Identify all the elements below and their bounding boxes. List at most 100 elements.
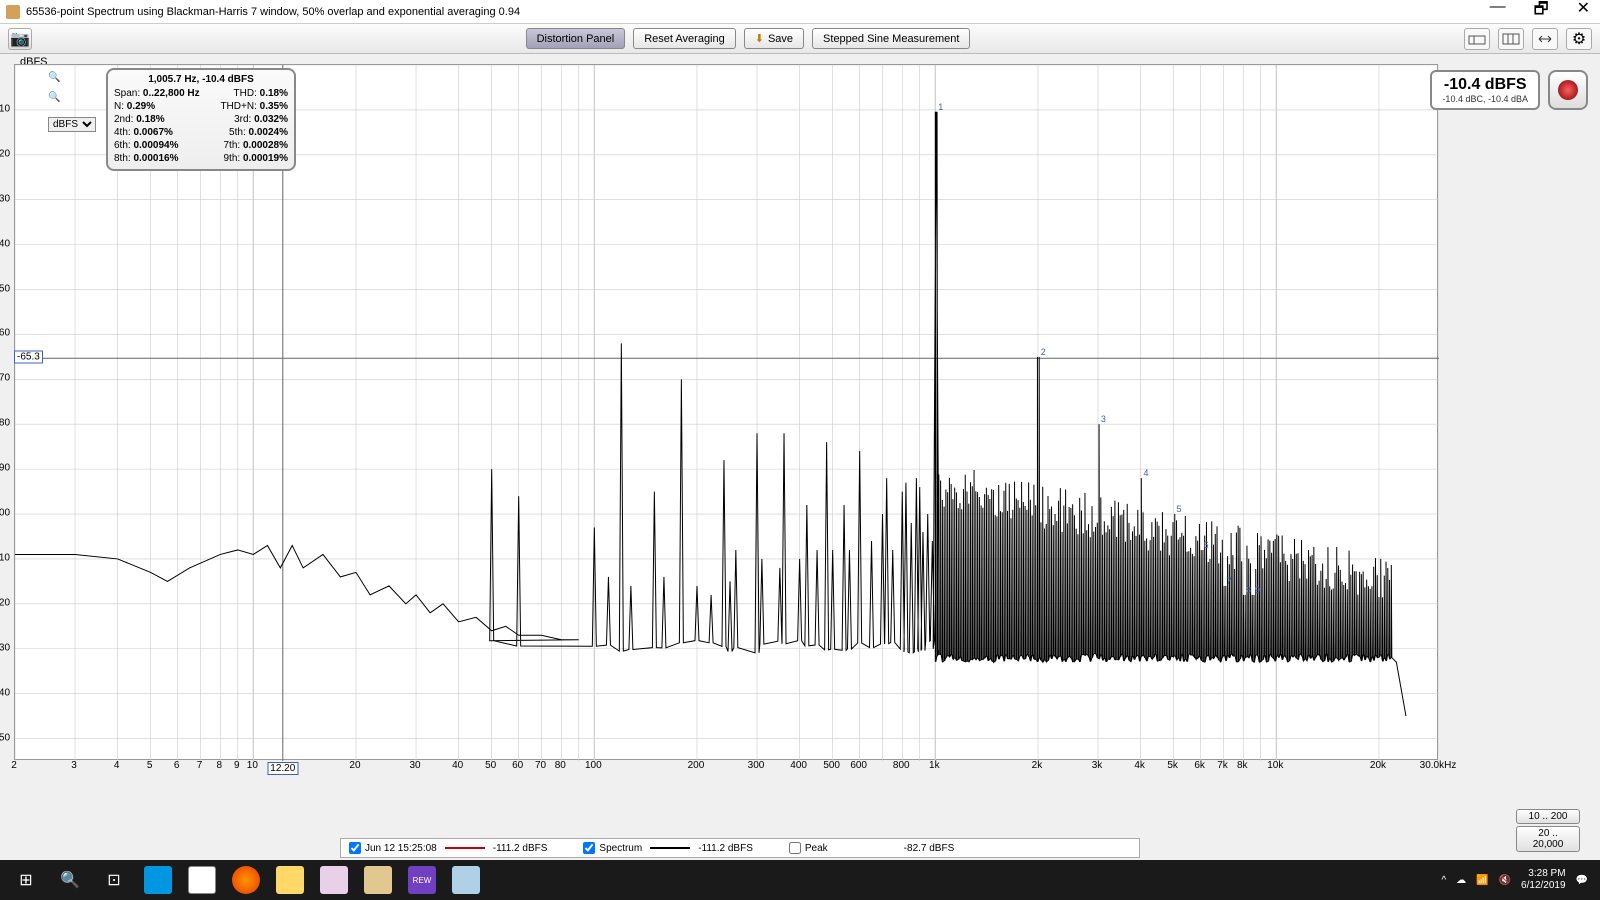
y-tick: -150	[0, 732, 10, 743]
firefox-icon[interactable]	[224, 860, 268, 900]
harmonic-label-1: 1	[938, 102, 943, 112]
y-tick: -30	[0, 193, 10, 204]
x-tick: 40	[452, 760, 463, 771]
x-tick: 6	[174, 760, 180, 771]
tray-up-icon[interactable]: ^	[1441, 875, 1446, 886]
y-tick: -110	[0, 552, 10, 563]
x-tick: 10k	[1267, 760, 1283, 771]
x-tick: 50	[485, 760, 496, 771]
layout-icon-1[interactable]	[1464, 28, 1490, 50]
y-tick: -120	[0, 597, 10, 608]
x-tick: 600	[850, 760, 867, 771]
window-title: 65536-point Spectrum using Blackman-Harr…	[26, 6, 520, 18]
settings-icon[interactable]: ⚙	[1566, 28, 1592, 50]
zoom-tools: 🔍 🔍	[48, 72, 64, 108]
range-20-20000-button[interactable]: 20 .. 20,000	[1516, 826, 1580, 852]
save-icon: ⬇	[755, 32, 764, 45]
maximize-button[interactable]: 🗗	[1530, 0, 1553, 25]
taskview-button[interactable]: ⊡	[92, 860, 136, 900]
legend-spectrum-line	[650, 847, 690, 849]
legend-trace1-label: Jun 12 15:25:08	[365, 843, 437, 854]
camera-icon: 📷	[10, 29, 30, 49]
y-tick: -40	[0, 238, 10, 249]
x-tick: 7k	[1217, 760, 1228, 771]
info-header: 1,005.7 Hz, -10.4 dBFS	[114, 74, 288, 87]
reset-averaging-button[interactable]: Reset Averaging	[633, 28, 736, 49]
unit-selector[interactable]: dBFS	[48, 114, 96, 132]
x-tick: 8	[217, 760, 223, 771]
harmonic-label-6: 6	[1203, 540, 1208, 550]
y-tick: -10	[0, 103, 10, 114]
y-tick: -100	[0, 508, 10, 519]
minimize-button[interactable]: —	[1486, 0, 1510, 25]
store-icon[interactable]	[180, 860, 224, 900]
tray-volume-icon[interactable]: 🔇	[1499, 875, 1511, 886]
search-button[interactable]: 🔍	[48, 860, 92, 900]
y-tick: -80	[0, 418, 10, 429]
x-tick: 2k	[1032, 760, 1043, 771]
y-tick: -70	[0, 373, 10, 384]
harmonic-label-2: 2	[1041, 347, 1046, 357]
distortion-panel-button[interactable]: Distortion Panel	[526, 28, 626, 49]
app1-icon[interactable]	[136, 860, 180, 900]
range-10-200-button[interactable]: 10 .. 200	[1516, 809, 1580, 824]
tray-wifi-icon[interactable]: 📶	[1476, 875, 1488, 886]
x-tick: 7	[197, 760, 203, 771]
distortion-info-panel: 1,005.7 Hz, -10.4 dBFS Span: 0..22,800 H…	[106, 68, 296, 171]
y-tick: -20	[0, 148, 10, 159]
tray-cloud-icon[interactable]: ☁	[1456, 875, 1466, 886]
x-tick: 6k	[1194, 760, 1205, 771]
start-button[interactable]: ⊞	[4, 860, 48, 900]
y-axis-ticks: -10-20-30-40-50-60-70-80-90-100-110-120-…	[0, 64, 12, 760]
x-tick: 100	[585, 760, 602, 771]
clock-time: 3:28 PM	[1521, 868, 1566, 880]
x-tick: 800	[893, 760, 910, 771]
clock[interactable]: 3:28 PM 6/12/2019	[1521, 868, 1566, 892]
app3-icon[interactable]	[444, 860, 488, 900]
x-tick: 20	[349, 760, 360, 771]
harmonic-label-9: 9	[1255, 585, 1260, 595]
windows-taskbar[interactable]: ⊞ 🔍 ⊡ REW ^ ☁ 📶 🔇 3:28 PM 6/12/2019 💬	[0, 860, 1600, 900]
zoom-out-icon[interactable]: 🔍	[48, 92, 64, 108]
x-tick: 30	[409, 760, 420, 771]
legend-spectrum-label: Spectrum	[599, 843, 642, 854]
x-tick: 2	[11, 760, 17, 771]
cursor-y-readout: -65.3	[14, 351, 43, 364]
legend-spectrum-check[interactable]	[583, 842, 595, 854]
close-button[interactable]: ✕	[1573, 0, 1594, 25]
x-tick: 300	[748, 760, 765, 771]
stepped-sine-button[interactable]: Stepped Sine Measurement	[812, 28, 970, 49]
x-tick: 5k	[1167, 760, 1178, 771]
rew-icon[interactable]: REW	[400, 860, 444, 900]
layout-icon-2[interactable]	[1498, 28, 1524, 50]
x-tick: 80	[555, 760, 566, 771]
harmonic-label-3: 3	[1101, 414, 1106, 424]
x-tick: 20k	[1370, 760, 1386, 771]
x-tick: 60	[512, 760, 523, 771]
legend-trace1-val: -111.2 dBFS	[493, 843, 548, 854]
x-tick: 400	[790, 760, 807, 771]
save-button[interactable]: ⬇ Save	[744, 28, 804, 49]
zoom-in-icon[interactable]: 🔍	[48, 72, 64, 88]
record-icon	[1558, 80, 1578, 100]
paint-icon[interactable]	[356, 860, 400, 900]
legend-peak-val: -82.7 dBFS	[904, 843, 955, 854]
notifications-icon[interactable]: 💬	[1576, 875, 1588, 886]
x-tick: 4k	[1134, 760, 1145, 771]
record-button[interactable]	[1548, 70, 1588, 110]
legend-peak-check[interactable]	[789, 842, 801, 854]
harmonic-label-8: 8	[1246, 585, 1251, 595]
y-tick: -90	[0, 463, 10, 474]
app2-icon[interactable]	[312, 860, 356, 900]
x-tick: 30.0kHz	[1420, 760, 1457, 771]
harmonic-label-5: 5	[1177, 504, 1182, 514]
y-tick: -140	[0, 687, 10, 698]
camera-button[interactable]: 📷	[8, 28, 32, 50]
x-tick: 10	[247, 760, 258, 771]
explorer-icon[interactable]	[268, 860, 312, 900]
legend-trace1-check[interactable]	[349, 842, 361, 854]
x-axis-ticks: 2345678910203040506070801002003004005006…	[14, 760, 1438, 776]
zoom-fit-icon[interactable]	[1532, 28, 1558, 50]
x-tick: 70	[535, 760, 546, 771]
legend-spectrum-val: -111.2 dBFS	[698, 843, 753, 854]
